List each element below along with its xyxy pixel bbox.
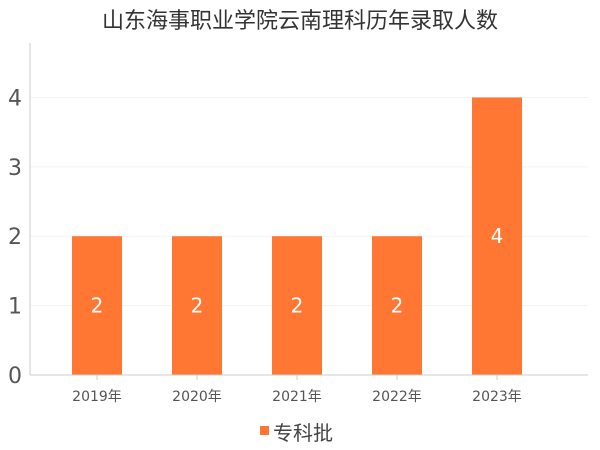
x-tick-label: 2020年	[172, 389, 222, 405]
x-tick-label: 2022年	[372, 389, 422, 405]
x-tick-label: 2019年	[72, 389, 122, 405]
y-tick-label: 2	[8, 225, 22, 250]
y-tick-label: 3	[8, 156, 22, 181]
bar[interactable]	[372, 236, 422, 375]
x-axis: 2019年 2020年 2021年 2022年 2023年	[30, 374, 588, 405]
bar[interactable]	[172, 236, 222, 375]
bar-data-label: 4	[491, 224, 504, 248]
bar[interactable]	[72, 236, 122, 375]
y-tick-label: 1	[8, 295, 22, 320]
y-axis: 0 1 2 3 4	[8, 43, 31, 389]
x-tick-label: 2023年	[472, 389, 522, 405]
bar[interactable]	[472, 97, 522, 376]
y-tick-label: 4	[8, 86, 22, 111]
bar-data-label: 2	[91, 294, 104, 318]
bar[interactable]	[272, 236, 322, 375]
bar-data-label: 2	[391, 294, 404, 318]
bar-data-label: 2	[191, 294, 204, 318]
x-tick-label: 2021年	[272, 389, 322, 405]
legend-label: 专科批	[273, 421, 333, 445]
y-tick-label: 0	[8, 364, 22, 389]
bar-data-label: 2	[291, 294, 304, 318]
legend[interactable]: 专科批	[260, 421, 333, 445]
legend-swatch	[260, 426, 269, 435]
chart-title: 山东海事职业学院云南理科历年录取人数	[102, 9, 498, 34]
bars: 2 2 2 2 4	[72, 97, 522, 376]
